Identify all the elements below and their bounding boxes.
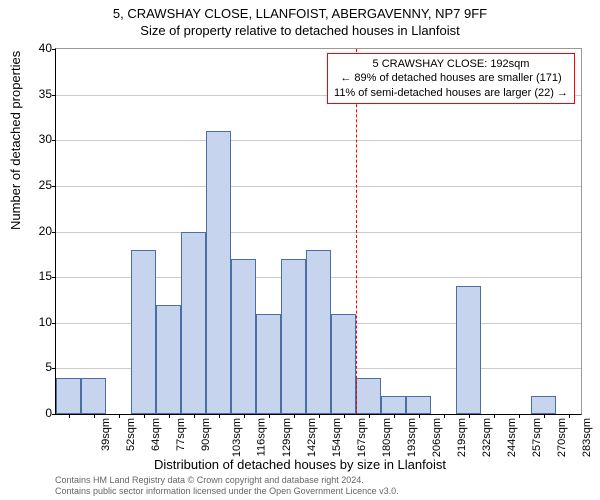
xtick-label: 154sqm bbox=[331, 418, 343, 457]
xtick-mark bbox=[344, 414, 345, 418]
xtick-mark bbox=[119, 414, 120, 418]
ytick-mark bbox=[52, 368, 56, 369]
ytick-label: 15 bbox=[22, 269, 52, 283]
xtick-mark bbox=[544, 414, 545, 418]
ytick-label: 0 bbox=[22, 406, 52, 420]
xtick-mark bbox=[319, 414, 320, 418]
ytick-mark bbox=[52, 95, 56, 96]
xtick-mark bbox=[369, 414, 370, 418]
ytick-mark bbox=[52, 49, 56, 50]
xtick-mark bbox=[394, 414, 395, 418]
bar bbox=[306, 250, 331, 414]
xtick-mark bbox=[444, 414, 445, 418]
chart-area: 39sqm52sqm64sqm77sqm90sqm103sqm116sqm129… bbox=[55, 48, 582, 415]
xtick-label: 270sqm bbox=[556, 418, 568, 457]
ytick-mark bbox=[52, 277, 56, 278]
x-axis-label: Distribution of detached houses by size … bbox=[0, 457, 600, 472]
xtick-mark bbox=[244, 414, 245, 418]
page-title: 5, CRAWSHAY CLOSE, LLANFOIST, ABERGAVENN… bbox=[0, 0, 600, 21]
xtick-label: 142sqm bbox=[306, 418, 318, 457]
xtick-mark bbox=[519, 414, 520, 418]
gridline bbox=[56, 140, 581, 141]
xtick-label: 219sqm bbox=[456, 418, 468, 457]
xtick-mark bbox=[94, 414, 95, 418]
ytick-label: 30 bbox=[22, 132, 52, 146]
xtick-label: 116sqm bbox=[255, 418, 267, 456]
ytick-mark bbox=[52, 414, 56, 415]
xtick-label: 180sqm bbox=[381, 418, 393, 457]
xtick-label: 257sqm bbox=[531, 418, 543, 457]
bar bbox=[256, 314, 281, 414]
bar bbox=[231, 259, 256, 414]
xtick-label: 244sqm bbox=[506, 418, 518, 457]
y-axis-label: Number of detached properties bbox=[8, 51, 23, 230]
xtick-mark bbox=[194, 414, 195, 418]
ytick-label: 10 bbox=[22, 315, 52, 329]
xtick-mark bbox=[69, 414, 70, 418]
footer-line2: Contains public sector information licen… bbox=[55, 486, 399, 497]
bar bbox=[56, 378, 81, 415]
ytick-mark bbox=[52, 140, 56, 141]
xtick-mark bbox=[294, 414, 295, 418]
xtick-label: 129sqm bbox=[281, 418, 293, 457]
bar bbox=[381, 396, 406, 414]
xtick-mark bbox=[219, 414, 220, 418]
xtick-mark bbox=[144, 414, 145, 418]
annotation-box: 5 CRAWSHAY CLOSE: 192sqm← 89% of detache… bbox=[327, 53, 575, 104]
page-subtitle: Size of property relative to detached ho… bbox=[0, 21, 600, 38]
bar bbox=[181, 232, 206, 415]
bar bbox=[206, 131, 231, 414]
xtick-label: 206sqm bbox=[431, 418, 443, 457]
ytick-mark bbox=[52, 323, 56, 324]
xtick-mark bbox=[469, 414, 470, 418]
xtick-mark bbox=[569, 414, 570, 418]
xtick-mark bbox=[169, 414, 170, 418]
ytick-label: 25 bbox=[22, 178, 52, 192]
ytick-label: 40 bbox=[22, 41, 52, 55]
footer-attribution: Contains HM Land Registry data © Crown c… bbox=[55, 475, 399, 497]
xtick-label: 103sqm bbox=[231, 418, 243, 457]
ytick-label: 35 bbox=[22, 87, 52, 101]
bar bbox=[81, 378, 106, 415]
xtick-mark bbox=[419, 414, 420, 418]
xtick-label: 193sqm bbox=[406, 418, 418, 457]
xtick-label: 77sqm bbox=[175, 418, 187, 451]
bar bbox=[131, 250, 156, 414]
ytick-label: 5 bbox=[22, 360, 52, 374]
bar bbox=[531, 396, 556, 414]
bar bbox=[331, 314, 356, 414]
xtick-label: 232sqm bbox=[481, 418, 493, 457]
bar bbox=[406, 396, 431, 414]
xtick-label: 283sqm bbox=[581, 418, 593, 457]
annotation-line3: 11% of semi-detached houses are larger (… bbox=[334, 86, 568, 100]
bar bbox=[281, 259, 306, 414]
annotation-line2: ← 89% of detached houses are smaller (17… bbox=[334, 71, 568, 85]
ytick-mark bbox=[52, 186, 56, 187]
gridline bbox=[56, 186, 581, 187]
xtick-label: 64sqm bbox=[150, 418, 162, 451]
gridline bbox=[56, 232, 581, 233]
annotation-line1: 5 CRAWSHAY CLOSE: 192sqm bbox=[334, 57, 568, 71]
xtick-label: 52sqm bbox=[125, 418, 137, 451]
xtick-label: 167sqm bbox=[356, 418, 368, 457]
bar bbox=[356, 378, 381, 415]
ytick-label: 20 bbox=[22, 224, 52, 238]
xtick-mark bbox=[269, 414, 270, 418]
ytick-mark bbox=[52, 232, 56, 233]
xtick-label: 90sqm bbox=[200, 418, 212, 451]
footer-line1: Contains HM Land Registry data © Crown c… bbox=[55, 475, 399, 486]
xtick-mark bbox=[494, 414, 495, 418]
bar bbox=[156, 305, 181, 415]
xtick-label: 39sqm bbox=[100, 418, 112, 451]
bar bbox=[456, 286, 481, 414]
